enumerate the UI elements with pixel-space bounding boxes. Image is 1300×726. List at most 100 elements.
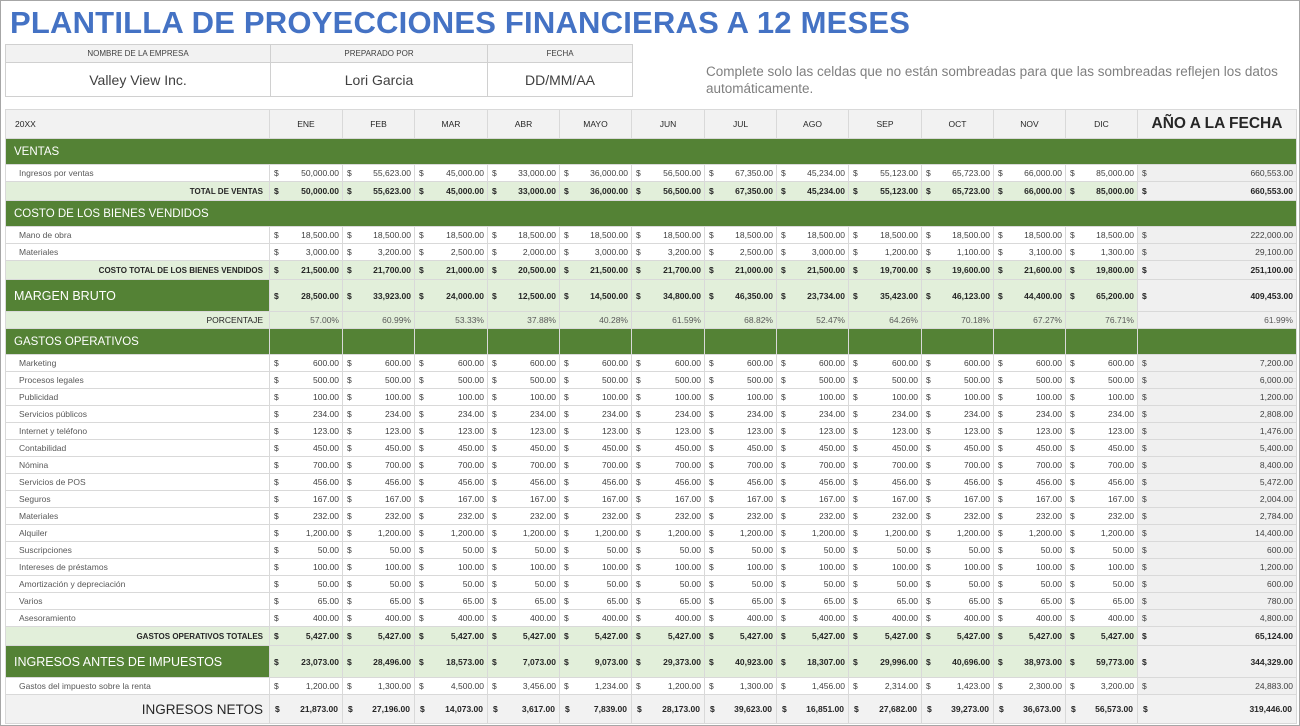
month-cell-ene[interactable]: $234.00 [269, 405, 343, 423]
month-cell-ago[interactable]: $232.00 [776, 507, 849, 525]
month-cell-mayo[interactable]: $700.00 [559, 456, 632, 474]
month-cell-sep[interactable]: $700.00 [848, 456, 922, 474]
month-cell-sep[interactable]: $600.00 [848, 354, 922, 372]
month-cell-feb[interactable]: $18,500.00 [342, 226, 415, 244]
month-cell-dic[interactable]: $18,500.00 [1065, 226, 1138, 244]
month-cell-sep[interactable]: $18,500.00 [848, 226, 922, 244]
month-cell-mar[interactable]: $167.00 [414, 490, 488, 508]
month-cell-ago[interactable]: $400.00 [776, 609, 849, 627]
month-cell-abr[interactable]: $33,000.00 [487, 164, 560, 182]
month-cell-feb[interactable]: $55,623.00 [342, 164, 415, 182]
month-cell-mayo[interactable]: $450.00 [559, 439, 632, 457]
month-cell-abr[interactable]: $450.00 [487, 439, 560, 457]
month-cell-jun[interactable]: $123.00 [631, 422, 705, 440]
month-cell-mar[interactable]: $100.00 [414, 558, 488, 576]
month-cell-abr[interactable]: $3,456.00 [487, 677, 560, 695]
month-cell-mar[interactable]: $700.00 [414, 456, 488, 474]
month-cell-jun[interactable]: $56,500.00 [631, 164, 705, 182]
month-cell-abr[interactable]: $65.00 [487, 592, 560, 610]
month-cell-mar[interactable]: $100.00 [414, 388, 488, 406]
month-cell-dic[interactable]: $123.00 [1065, 422, 1138, 440]
month-cell-mayo[interactable]: $100.00 [559, 388, 632, 406]
month-cell-mar[interactable]: $232.00 [414, 507, 488, 525]
month-cell-oct[interactable]: $600.00 [921, 354, 994, 372]
month-cell-nov[interactable]: $600.00 [993, 354, 1066, 372]
month-cell-abr[interactable]: $456.00 [487, 473, 560, 491]
month-cell-nov[interactable]: $100.00 [993, 558, 1066, 576]
month-cell-jun[interactable]: $400.00 [631, 609, 705, 627]
month-cell-ago[interactable]: $3,000.00 [776, 243, 849, 261]
month-cell-sep[interactable]: $2,314.00 [848, 677, 922, 695]
month-cell-oct[interactable]: $18,500.00 [921, 226, 994, 244]
month-cell-jun[interactable]: $50.00 [631, 575, 705, 593]
month-cell-abr[interactable]: $167.00 [487, 490, 560, 508]
month-cell-sep[interactable]: $232.00 [848, 507, 922, 525]
month-cell-jun[interactable]: $600.00 [631, 354, 705, 372]
month-cell-abr[interactable]: $400.00 [487, 609, 560, 627]
month-cell-jul[interactable]: $1,300.00 [704, 677, 777, 695]
month-cell-feb[interactable]: $234.00 [342, 405, 415, 423]
month-cell-ago[interactable]: $500.00 [776, 371, 849, 389]
month-cell-nov[interactable]: $100.00 [993, 388, 1066, 406]
month-cell-nov[interactable]: $65.00 [993, 592, 1066, 610]
month-cell-mar[interactable]: $1,200.00 [414, 524, 488, 542]
month-cell-abr[interactable]: $123.00 [487, 422, 560, 440]
month-cell-mar[interactable]: $50.00 [414, 575, 488, 593]
month-cell-abr[interactable]: $1,200.00 [487, 524, 560, 542]
month-cell-ene[interactable]: $100.00 [269, 558, 343, 576]
month-cell-oct[interactable]: $234.00 [921, 405, 994, 423]
month-cell-abr[interactable]: $232.00 [487, 507, 560, 525]
month-cell-ago[interactable]: $45,234.00 [776, 164, 849, 182]
month-cell-jun[interactable]: $100.00 [631, 388, 705, 406]
month-cell-dic[interactable]: $500.00 [1065, 371, 1138, 389]
month-cell-jul[interactable]: $500.00 [704, 371, 777, 389]
month-cell-jul[interactable]: $167.00 [704, 490, 777, 508]
month-cell-sep[interactable]: $456.00 [848, 473, 922, 491]
month-cell-feb[interactable]: $50.00 [342, 541, 415, 559]
month-cell-jul[interactable]: $67,350.00 [704, 164, 777, 182]
month-cell-dic[interactable]: $600.00 [1065, 354, 1138, 372]
month-cell-nov[interactable]: $1,200.00 [993, 524, 1066, 542]
month-cell-sep[interactable]: $50.00 [848, 541, 922, 559]
month-cell-jun[interactable]: $50.00 [631, 541, 705, 559]
month-cell-ago[interactable]: $50.00 [776, 575, 849, 593]
month-cell-oct[interactable]: $1,200.00 [921, 524, 994, 542]
month-cell-oct[interactable]: $50.00 [921, 541, 994, 559]
month-cell-jun[interactable]: $100.00 [631, 558, 705, 576]
month-cell-mayo[interactable]: $50.00 [559, 575, 632, 593]
month-cell-jul[interactable]: $123.00 [704, 422, 777, 440]
month-cell-mayo[interactable]: $167.00 [559, 490, 632, 508]
month-cell-mayo[interactable]: $232.00 [559, 507, 632, 525]
month-cell-dic[interactable]: $50.00 [1065, 541, 1138, 559]
month-cell-jul[interactable]: $100.00 [704, 558, 777, 576]
month-cell-dic[interactable]: $167.00 [1065, 490, 1138, 508]
month-cell-mar[interactable]: $600.00 [414, 354, 488, 372]
month-cell-ago[interactable]: $100.00 [776, 388, 849, 406]
month-cell-ene[interactable]: $123.00 [269, 422, 343, 440]
month-cell-mayo[interactable]: $123.00 [559, 422, 632, 440]
month-cell-abr[interactable]: $100.00 [487, 558, 560, 576]
month-cell-abr[interactable]: $100.00 [487, 388, 560, 406]
month-cell-oct[interactable]: $65.00 [921, 592, 994, 610]
month-cell-dic[interactable]: $3,200.00 [1065, 677, 1138, 695]
date-field[interactable]: DD/MM/AA [487, 62, 633, 97]
month-cell-nov[interactable]: $50.00 [993, 575, 1066, 593]
month-cell-mayo[interactable]: $100.00 [559, 558, 632, 576]
month-cell-mayo[interactable]: $600.00 [559, 354, 632, 372]
month-cell-nov[interactable]: $66,000.00 [993, 164, 1066, 182]
month-cell-jun[interactable]: $456.00 [631, 473, 705, 491]
month-cell-sep[interactable]: $500.00 [848, 371, 922, 389]
month-cell-feb[interactable]: $100.00 [342, 558, 415, 576]
month-cell-nov[interactable]: $500.00 [993, 371, 1066, 389]
month-cell-dic[interactable]: $50.00 [1065, 575, 1138, 593]
month-cell-mayo[interactable]: $1,200.00 [559, 524, 632, 542]
month-cell-jun[interactable]: $18,500.00 [631, 226, 705, 244]
month-cell-feb[interactable]: $450.00 [342, 439, 415, 457]
month-cell-mayo[interactable]: $234.00 [559, 405, 632, 423]
month-cell-ene[interactable]: $1,200.00 [269, 677, 343, 695]
month-cell-ago[interactable]: $50.00 [776, 541, 849, 559]
month-cell-sep[interactable]: $1,200.00 [848, 243, 922, 261]
month-cell-jul[interactable]: $65.00 [704, 592, 777, 610]
month-cell-ene[interactable]: $100.00 [269, 388, 343, 406]
month-cell-dic[interactable]: $65.00 [1065, 592, 1138, 610]
